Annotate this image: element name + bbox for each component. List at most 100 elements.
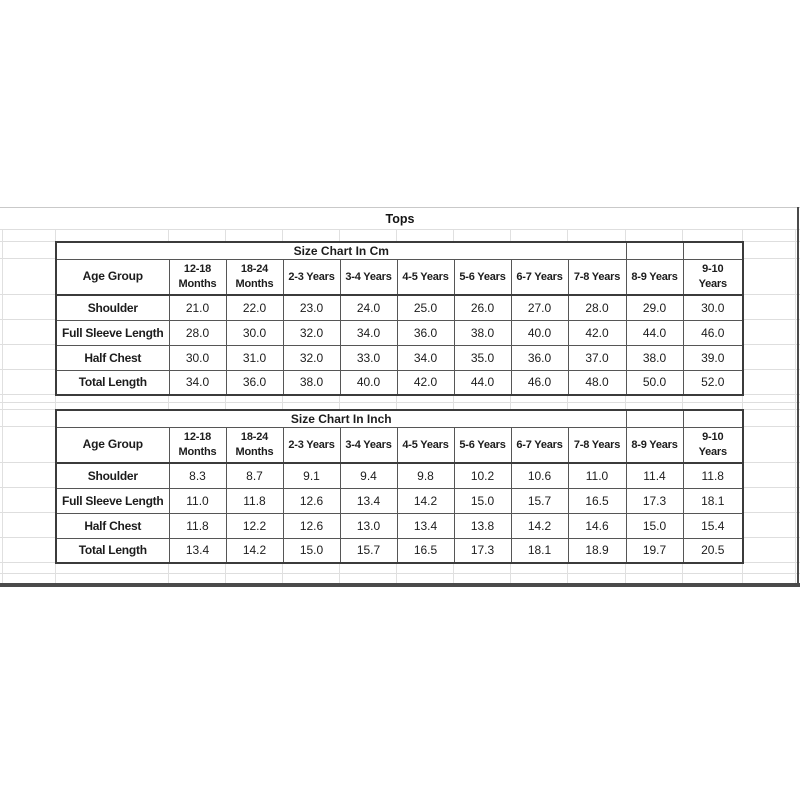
value-cell: 27.0 [510, 294, 569, 321]
table-row: Full Sleeve Length 11.0 11.8 12.6 13.4 14.2 15… [55, 487, 744, 514]
value-cell: 42.0 [567, 319, 627, 346]
value-cell: 10.2 [453, 462, 512, 489]
value-cell: 46.0 [510, 369, 569, 396]
value-cell: 30.0 [682, 294, 744, 321]
value-cell: 34.0 [396, 344, 455, 371]
value-cell: 14.6 [567, 512, 627, 539]
empty-cell [682, 241, 744, 260]
value-cell: 15.7 [339, 537, 398, 564]
gridline-vertical [2, 228, 3, 583]
value-cell: 38.0 [625, 344, 684, 371]
column-header: 2-3 Years [282, 426, 341, 464]
value-cell: 30.0 [225, 319, 284, 346]
column-header: 8-9 Years [625, 258, 684, 296]
value-cell: 42.0 [396, 369, 455, 396]
value-cell: 48.0 [567, 369, 627, 396]
column-header: 12-18 Months [168, 426, 227, 464]
value-cell: 33.0 [339, 344, 398, 371]
column-header: 3-4 Years [339, 426, 398, 464]
value-cell: 15.0 [282, 537, 341, 564]
value-cell: 18.1 [682, 487, 744, 514]
column-header: 9-10 Years [682, 426, 744, 464]
row-label: Shoulder [55, 462, 170, 489]
column-header: 4-5 Years [396, 258, 455, 296]
value-cell: 8.7 [225, 462, 284, 489]
gridline-horizontal [0, 573, 800, 574]
value-cell: 36.0 [225, 369, 284, 396]
value-cell: 10.6 [510, 462, 569, 489]
value-cell: 11.8 [682, 462, 744, 489]
table-row: Half Chest 30.0 31.0 32.0 33.0 34.0 35.0 36.0 37… [55, 344, 744, 371]
gridline-vertical [567, 228, 568, 583]
column-header: 12-18 Months [168, 258, 227, 296]
value-cell: 11.4 [625, 462, 684, 489]
column-header: 6-7 Years [510, 426, 569, 464]
gridline-vertical [55, 228, 56, 583]
table-row: Total Length 34.0 36.0 38.0 40.0 42.0 44.0 46.0… [55, 369, 744, 396]
value-cell: 14.2 [225, 537, 284, 564]
value-cell: 20.5 [682, 537, 744, 564]
value-cell: 18.9 [567, 537, 627, 564]
value-cell: 28.0 [168, 319, 227, 346]
value-cell: 13.4 [168, 537, 227, 564]
table-title-row: Size Chart In Cm [55, 241, 744, 260]
gridline-vertical [168, 228, 169, 583]
value-cell: 34.0 [168, 369, 227, 396]
column-header: 3-4 Years [339, 258, 398, 296]
value-cell: 9.4 [339, 462, 398, 489]
column-header: 5-6 Years [453, 426, 512, 464]
value-cell: 38.0 [453, 319, 512, 346]
row-label: Shoulder [55, 294, 170, 321]
value-cell: 29.0 [625, 294, 684, 321]
row-label: Half Chest [55, 344, 170, 371]
gridline-vertical [396, 228, 397, 583]
value-cell: 18.1 [510, 537, 569, 564]
table-header-row: Age Group 12-18 Months 18-24 Months 2-3 Yea… [55, 426, 744, 464]
table-row: Total Length 13.4 14.2 15.0 15.7 16.5 17.3 18.1… [55, 537, 744, 564]
value-cell: 12.2 [225, 512, 284, 539]
sheet-title: Tops [385, 211, 415, 226]
value-cell: 16.5 [396, 537, 455, 564]
column-header: 9-10 Years [682, 258, 744, 296]
table-title-row: Size Chart In Inch [55, 409, 744, 428]
value-cell: 15.0 [625, 512, 684, 539]
value-cell: 11.8 [225, 487, 284, 514]
table-row: Shoulder 8.3 8.7 9.1 9.4 9.8 10.2 10.6 11.0 11.4 1… [55, 462, 744, 489]
value-cell: 28.0 [567, 294, 627, 321]
sheet-title-row: Tops [0, 207, 800, 230]
value-cell: 23.0 [282, 294, 341, 321]
value-cell: 12.6 [282, 512, 341, 539]
column-header: 18-24 Months [225, 258, 284, 296]
table-title: Size Chart In Cm [55, 241, 627, 260]
value-cell: 13.4 [396, 512, 455, 539]
gridline-vertical [742, 228, 743, 583]
value-cell: 17.3 [625, 487, 684, 514]
value-cell: 9.1 [282, 462, 341, 489]
row-label: Full Sleeve Length [55, 487, 170, 514]
value-cell: 50.0 [625, 369, 684, 396]
value-cell: 15.4 [682, 512, 744, 539]
value-cell: 44.0 [453, 369, 512, 396]
value-cell: 37.0 [567, 344, 627, 371]
gridline-vertical [282, 228, 283, 583]
age-group-header: Age Group [55, 426, 170, 464]
value-cell: 19.7 [625, 537, 684, 564]
gridline-vertical [682, 228, 683, 583]
value-cell: 26.0 [453, 294, 512, 321]
value-cell: 15.7 [510, 487, 569, 514]
value-cell: 11.8 [168, 512, 227, 539]
value-cell: 31.0 [225, 344, 284, 371]
value-cell: 13.8 [453, 512, 512, 539]
gridline-vertical [795, 228, 796, 583]
value-cell: 13.0 [339, 512, 398, 539]
value-cell: 14.2 [510, 512, 569, 539]
table-row: Full Sleeve Length 28.0 30.0 32.0 34.0 36.0 38… [55, 319, 744, 346]
empty-cell [625, 409, 684, 428]
gridline-vertical [339, 228, 340, 583]
column-header: 2-3 Years [282, 258, 341, 296]
value-cell: 15.0 [453, 487, 512, 514]
gridline-vertical [453, 228, 454, 583]
value-cell: 52.0 [682, 369, 744, 396]
empty-cell [682, 409, 744, 428]
